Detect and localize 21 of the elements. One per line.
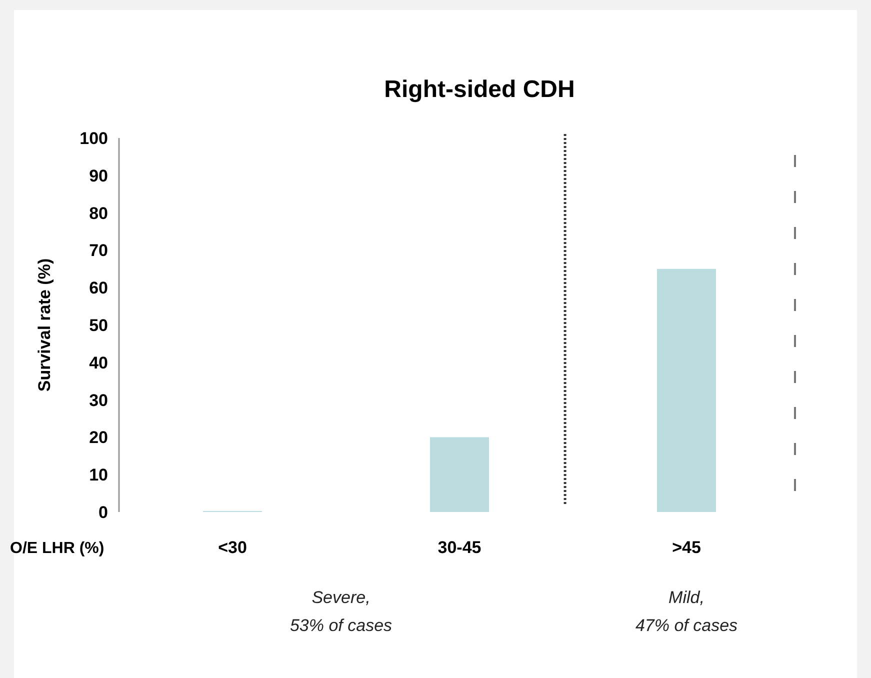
y-tick-label: 80 xyxy=(89,204,108,223)
y-tick-label: 70 xyxy=(89,241,108,260)
x-tick-label: >45 xyxy=(672,538,701,557)
x-axis-title: O/E LHR (%) xyxy=(10,540,104,557)
x-tick-label: 30-45 xyxy=(438,538,482,557)
y-tick-label: 100 xyxy=(80,128,108,148)
y-tick-label: 30 xyxy=(89,390,108,410)
text: Severe, 53% of cases xyxy=(290,588,393,635)
y-tick-label: 20 xyxy=(89,428,108,448)
x-tick-label: <30 xyxy=(218,538,247,557)
y-tick-label: 10 xyxy=(89,466,108,485)
bar xyxy=(656,268,716,512)
y-tick-label: 0 xyxy=(98,502,108,522)
y-tick-label: 60 xyxy=(89,278,108,298)
y-tick-label: 40 xyxy=(89,353,108,372)
y-tick-label: 50 xyxy=(89,316,108,335)
y-axis-title: Survival rate (%) xyxy=(35,258,54,392)
text: Mild, 47% of cases xyxy=(635,588,738,635)
bar xyxy=(430,437,490,512)
y-tick-label: 90 xyxy=(89,166,108,186)
chart-title: Right-sided CDH xyxy=(384,76,575,103)
